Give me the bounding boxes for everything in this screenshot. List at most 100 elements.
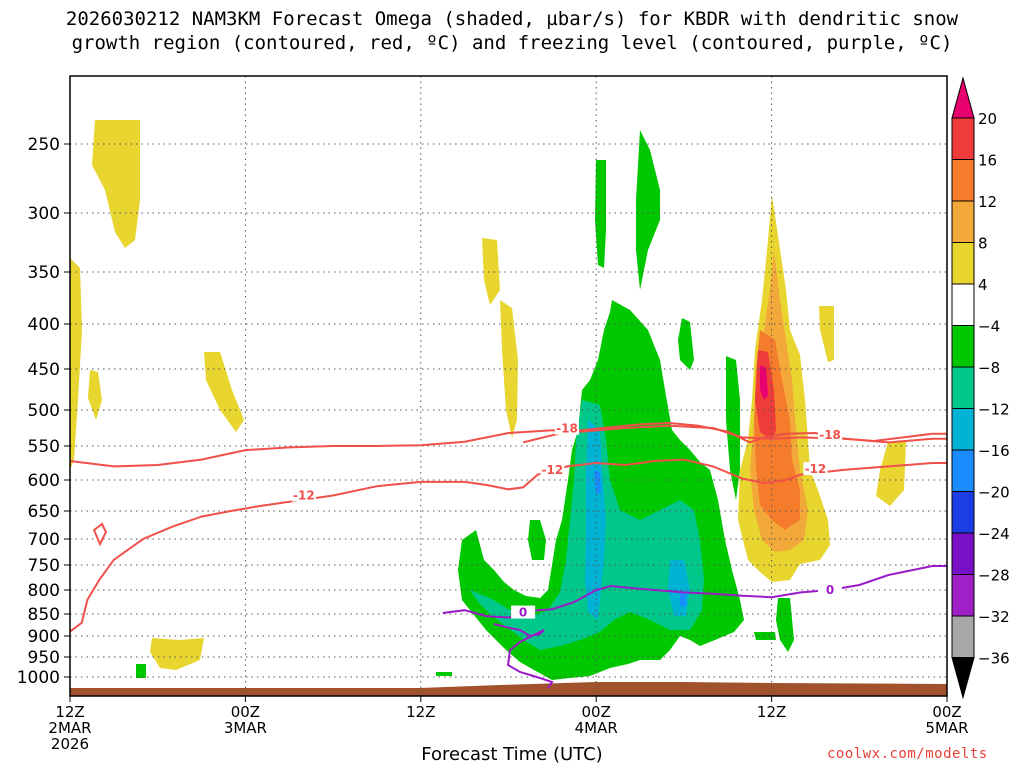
x-tick-label: 00Z [582,703,611,721]
colorbar-label: 12 [978,193,997,211]
dgz-minus12-upper-contour [69,424,947,468]
dgz-small-contour [92,522,108,547]
omega-region-positive [204,352,244,432]
omega-region-negative [594,470,601,494]
y-tick-label: 700 [28,530,60,550]
omega-region-negative [636,130,660,290]
contour-label-bg [540,462,565,476]
colorbar-segment [951,574,975,617]
contour-label-zero: 0 [826,583,834,597]
y-tick-label: 450 [28,360,60,380]
colorbar-label: 4 [978,276,988,294]
omega-region-negative [595,160,606,268]
omega-region-negative [776,598,794,652]
x-axis-title: Forecast Time (UTC) [421,744,603,765]
x-tick-label: 12Z [55,703,84,721]
x-tick-label: 4MAR [575,719,618,737]
omega-region-positive [88,370,102,420]
y-tick-label: 550 [28,437,60,457]
omega-region-negative [585,420,606,620]
colorbar-segment [951,491,975,534]
colorbar: 20 16 12 8 4 −4 −8 −12 −16 −20 −24 −28 −32 −36 [951,76,1010,700]
colorbar-label: −32 [978,608,1010,626]
contour-label-zero: 0 [519,606,527,620]
contour-label-bg [818,428,843,442]
contour-label-bg [291,488,316,502]
colorbar-label: −4 [978,318,1000,336]
x-tick-label: 00Z [231,703,260,721]
contours: -12 -12 -12 -18 -18 0 0 [69,421,947,689]
colorbar-segment [951,366,975,409]
colorbar-label: −28 [978,567,1010,585]
colorbar-segment [951,408,975,451]
colorbar-label: −12 [978,401,1010,419]
y-tick-label: 800 [28,581,60,601]
x-tick-label: 3MAR [224,719,267,737]
omega-region-negative [528,520,546,560]
colorbar-segment [951,76,975,119]
y-axis: 2503003504004505005506006507007508008509… [17,135,70,688]
colorbar-label: −20 [978,484,1010,502]
freezing-level-contour-extra [493,623,554,689]
colorbar-label: −16 [978,442,1010,460]
y-tick-label: 1000 [17,668,60,688]
omega-region-positive [482,238,500,305]
dgz-minus12-lower-contour [69,458,947,633]
dgz-minus18-contour [522,421,947,444]
contour-label-minus12: -12 [293,489,315,503]
x-tick-label: 12Z [406,703,435,721]
colorbar-segment [951,657,975,700]
y-tick-label: 650 [28,502,60,522]
colorbar-segment [951,532,975,575]
y-tick-label: 850 [28,605,60,625]
contour-label-bg [554,421,579,435]
omega-shading [70,120,906,680]
ground-terrain [70,682,947,696]
x-tick-label: 2026 [51,735,89,753]
colorbar-label: 16 [978,152,997,170]
omega-region-positive [760,365,768,400]
y-tick-label: 900 [28,627,60,647]
omega-region-negative [678,318,694,370]
contour-label-minus12: -12 [542,463,564,477]
omega-region-negative [136,664,146,678]
omega-region-negative [726,356,740,500]
contour-label-bg [511,605,536,619]
y-tick-label: 300 [28,204,60,224]
colorbar-label: 8 [978,235,988,253]
contour-label-minus12: -12 [805,462,827,476]
omega-region-positive [500,300,518,438]
contour-label-bg [818,583,843,596]
chart-title-line2: growth region (contoured, red, ºC) and f… [71,32,953,54]
colorbar-label: −36 [978,650,1010,668]
omega-region-positive [70,258,82,470]
omega-region-negative [754,632,776,640]
omega-region-positive [876,442,906,506]
colorbar-segment [951,117,975,160]
omega-region-positive [92,120,140,248]
y-tick-label: 950 [28,648,60,668]
colorbar-segment [951,283,975,326]
source-credit: coolwx.com/modelts [827,746,988,762]
colorbar-label: −8 [978,359,1000,377]
plot-frame [69,75,948,697]
colorbar-segment [951,615,975,658]
x-tick-label: 5MAR [925,719,968,737]
y-tick-label: 500 [28,401,60,421]
omega-region-negative [436,672,452,676]
contour-label-minus18: -18 [819,428,841,442]
omega-region-positive [819,306,834,362]
chart-title-line1: 2026030212 NAM3KM Forecast Omega (shaded… [65,8,959,30]
x-tick-label: 2MAR [48,719,91,737]
contour-label-minus18: -18 [556,422,578,436]
colorbar-segment [951,449,975,492]
y-tick-label: 350 [28,263,60,283]
y-tick-label: 600 [28,471,60,491]
y-tick-label: 250 [28,135,60,155]
colorbar-label: −24 [978,525,1010,543]
colorbar-segment [951,242,975,285]
y-tick-label: 400 [28,315,60,335]
contour-label-bg [803,462,828,476]
